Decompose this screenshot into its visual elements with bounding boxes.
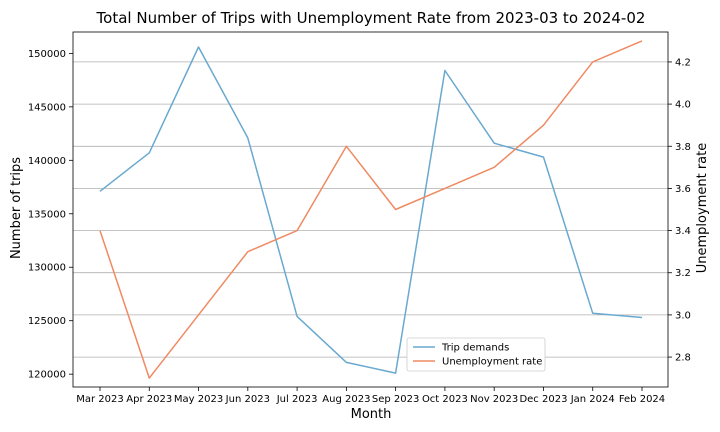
x-tick-label: Sep 2023 <box>372 394 419 405</box>
right-axis-ticks: 2.8 3.0 3.2 3.4 3.6 3.8 4.0 4.2 <box>668 57 691 364</box>
right-tick-label: 4.0 <box>675 100 691 111</box>
left-tick-label: 150000 <box>28 49 66 60</box>
series-line-unemployment-rate <box>99 40 643 379</box>
x-axis-ticks: Mar 2023 Apr 2023 May 2023 Jun 2023 Jul 2023… <box>76 387 665 405</box>
x-tick-label: Dec 2023 <box>519 394 567 405</box>
right-tick-label: 3.2 <box>675 268 691 279</box>
x-tick-label: Feb 2024 <box>619 394 665 405</box>
legend-label-trip-demands: Trip demands <box>441 343 509 354</box>
legend-label-unemployment-rate: Unemployment rate <box>442 357 542 368</box>
left-axis-ticks: 120000 125000 130000 135000 140000 145000 1500… <box>28 49 73 381</box>
x-tick-label: May 2023 <box>174 394 223 405</box>
grid-lines <box>73 61 668 358</box>
series-line-trip-demands <box>99 46 643 374</box>
right-tick-label: 4.2 <box>675 57 691 68</box>
x-axis-label: Month <box>351 407 392 422</box>
x-tick-label: Jan 2024 <box>570 394 615 405</box>
left-tick-label: 120000 <box>28 370 66 381</box>
right-axis-label: Unemployment rate <box>695 143 710 273</box>
left-axis-label: Number of trips <box>9 157 24 259</box>
chart-title: Total Number of Trips with Unemployment … <box>96 9 646 27</box>
right-tick-label: 3.8 <box>675 142 691 153</box>
series-layer <box>99 40 643 379</box>
x-tick-label: Mar 2023 <box>76 394 124 405</box>
left-tick-label: 140000 <box>28 156 66 167</box>
x-tick-label: Oct 2023 <box>422 394 468 405</box>
x-tick-label: Jul 2023 <box>276 394 318 405</box>
right-tick-label: 3.0 <box>675 310 691 321</box>
x-tick-label: Jun 2023 <box>225 394 270 405</box>
x-tick-label: Nov 2023 <box>470 394 518 405</box>
right-tick-label: 2.8 <box>675 353 691 364</box>
x-tick-label: Aug 2023 <box>322 394 370 405</box>
right-tick-label: 3.6 <box>675 184 691 195</box>
left-tick-label: 145000 <box>28 102 66 113</box>
legend-box <box>406 337 546 372</box>
legend: Trip demands Unemployment rate <box>406 337 546 372</box>
x-tick-label: Apr 2023 <box>126 394 172 405</box>
left-tick-label: 130000 <box>28 263 66 274</box>
left-tick-label: 125000 <box>28 316 66 327</box>
left-tick-label: 135000 <box>28 209 66 220</box>
plot-frame <box>72 31 669 388</box>
right-tick-label: 3.4 <box>675 226 691 237</box>
